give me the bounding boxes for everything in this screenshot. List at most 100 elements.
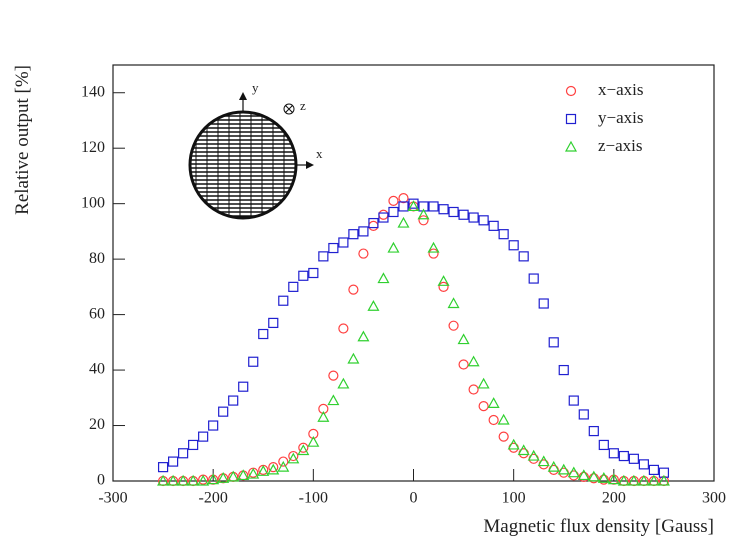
point bbox=[488, 220, 499, 231]
point bbox=[608, 448, 619, 459]
legend-label: z−axis bbox=[598, 136, 643, 155]
point bbox=[617, 474, 630, 486]
point bbox=[247, 467, 260, 479]
point bbox=[638, 459, 649, 470]
point bbox=[328, 242, 339, 254]
point bbox=[418, 215, 429, 226]
point bbox=[248, 356, 259, 367]
point bbox=[627, 474, 640, 486]
point bbox=[387, 241, 400, 253]
point bbox=[537, 455, 550, 467]
point bbox=[498, 431, 509, 442]
point bbox=[268, 462, 279, 473]
point bbox=[528, 273, 539, 284]
point bbox=[478, 215, 489, 226]
point bbox=[188, 439, 199, 451]
point bbox=[598, 439, 609, 451]
point bbox=[457, 333, 470, 345]
point bbox=[648, 464, 660, 476]
y-tick-label: 100 bbox=[81, 194, 105, 211]
point bbox=[437, 275, 450, 286]
point bbox=[407, 200, 420, 212]
point bbox=[197, 474, 210, 486]
x-tick-label: 100 bbox=[502, 490, 526, 507]
y-tick-label: 40 bbox=[89, 361, 105, 378]
point bbox=[368, 220, 379, 231]
point bbox=[428, 248, 439, 259]
point bbox=[317, 410, 330, 422]
point bbox=[428, 201, 439, 212]
point bbox=[337, 377, 350, 389]
point bbox=[298, 442, 309, 453]
point bbox=[177, 474, 190, 486]
x-axis-label: Magnetic flux density [Gauss] bbox=[483, 516, 714, 537]
point bbox=[558, 364, 569, 376]
x-tick-label: -300 bbox=[98, 490, 127, 507]
point bbox=[297, 444, 310, 456]
point bbox=[237, 469, 250, 481]
inset-diagram: y z x bbox=[188, 80, 323, 220]
point bbox=[647, 474, 660, 486]
point bbox=[358, 226, 369, 237]
point bbox=[547, 460, 560, 472]
point bbox=[178, 448, 189, 459]
point bbox=[168, 456, 179, 467]
y-tick-label: 60 bbox=[89, 305, 105, 322]
point bbox=[307, 435, 320, 447]
point bbox=[378, 212, 389, 223]
point bbox=[347, 352, 360, 364]
point bbox=[498, 229, 509, 240]
point bbox=[567, 466, 580, 478]
y-tick-label: 0 bbox=[97, 472, 105, 489]
point bbox=[258, 328, 269, 340]
point bbox=[408, 198, 419, 209]
point bbox=[508, 240, 519, 251]
point bbox=[417, 208, 430, 220]
point bbox=[157, 474, 170, 486]
point bbox=[198, 431, 209, 442]
point bbox=[487, 397, 500, 408]
point bbox=[357, 330, 370, 342]
y-tick-label: 20 bbox=[89, 416, 105, 433]
point bbox=[548, 337, 559, 348]
point bbox=[438, 204, 449, 215]
point bbox=[467, 355, 480, 367]
point bbox=[327, 394, 340, 406]
point bbox=[607, 473, 620, 485]
inset-label: y bbox=[252, 80, 259, 95]
point bbox=[618, 450, 629, 462]
point bbox=[298, 270, 309, 281]
inset-label: x bbox=[316, 146, 323, 161]
point bbox=[497, 413, 510, 425]
x-tick-label: -100 bbox=[299, 490, 328, 507]
point bbox=[278, 295, 289, 306]
point bbox=[628, 453, 639, 464]
point bbox=[388, 206, 399, 218]
legend-label: x−axis bbox=[598, 80, 643, 99]
point bbox=[518, 251, 529, 262]
point bbox=[637, 474, 650, 486]
point bbox=[318, 251, 329, 262]
point bbox=[338, 237, 349, 248]
point bbox=[338, 323, 349, 334]
legend-label: y−axis bbox=[598, 108, 643, 127]
point bbox=[527, 449, 540, 461]
y-tick-label: 140 bbox=[81, 83, 105, 100]
point bbox=[657, 474, 670, 486]
point bbox=[538, 298, 549, 309]
point bbox=[378, 209, 389, 220]
point bbox=[517, 444, 530, 456]
point bbox=[328, 370, 339, 381]
plot-frame bbox=[112, 64, 715, 482]
legend-marker bbox=[565, 113, 577, 125]
point bbox=[377, 272, 390, 284]
x-tick-label: 200 bbox=[602, 490, 626, 507]
point bbox=[368, 217, 379, 229]
point bbox=[228, 395, 239, 406]
point bbox=[468, 384, 479, 395]
point bbox=[288, 450, 299, 462]
point bbox=[207, 473, 220, 485]
point bbox=[587, 470, 600, 482]
point bbox=[187, 474, 200, 486]
